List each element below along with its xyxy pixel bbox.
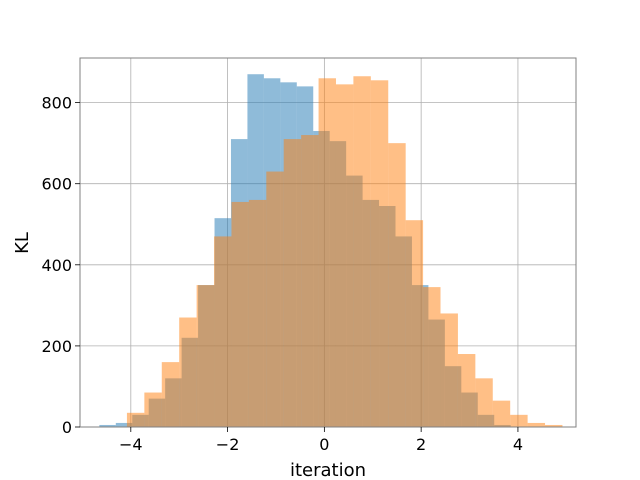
x-axis-label: iteration: [290, 460, 366, 480]
histogram-bar-series-2: [214, 236, 232, 427]
histogram-bar-series-2: [179, 317, 197, 427]
axis-ticks: −4 −2 0 2 4 0 200 400 600 800: [41, 94, 523, 454]
histogram-bar-series-2: [353, 76, 371, 427]
x-tick-label: 2: [416, 435, 426, 454]
histogram-bar-series-2: [423, 287, 441, 427]
y-axis-label: KL: [12, 232, 33, 254]
histogram-bar-series-2: [301, 135, 319, 428]
plot-area-border: [79, 57, 577, 428]
y-tick-label: 600: [41, 175, 72, 194]
histogram-bar-series-2: [144, 392, 162, 427]
y-tick-label: 0: [62, 418, 72, 437]
histogram-bar-series-2: [335, 84, 354, 427]
histogram-bar-series-1: [115, 422, 133, 427]
histogram-bar-series-2: [440, 313, 458, 427]
histogram-bar-series-2: [527, 422, 546, 427]
y-tick-label: 400: [41, 256, 72, 275]
histogram-bar-series-2: [388, 143, 406, 427]
histogram-bar-series-2: [457, 354, 476, 427]
x-tick-label: −4: [119, 435, 143, 454]
y-tick-label: 800: [41, 94, 72, 113]
histogram-bar-series-2: [283, 139, 302, 427]
histogram-bar-series-2: [196, 285, 215, 427]
histogram-bar-series-2: [510, 414, 528, 427]
histogram-bar-series-2: [318, 78, 336, 428]
histogram-bar-series-2: [370, 80, 389, 428]
histogram-bar-series-2: [545, 424, 563, 427]
histogram-bar-series-2: [248, 199, 267, 427]
histogram-bar-series-2: [126, 412, 145, 427]
x-tick-label: 4: [513, 435, 523, 454]
histogram-bar-series-2: [161, 362, 180, 427]
x-tick-label: 0: [319, 435, 329, 454]
histogram-bar-series-2: [405, 220, 424, 427]
histogram-bar-series-2: [492, 400, 511, 427]
histogram-bar-series-2: [266, 171, 284, 427]
histogram-bar-series-2: [231, 201, 249, 427]
x-tick-label: −2: [216, 435, 240, 454]
histogram-bar-series-2: [475, 378, 493, 427]
histogram-bars: [99, 74, 563, 428]
y-tick-label: 200: [41, 337, 72, 356]
histogram-bar-series-1: [99, 424, 116, 427]
